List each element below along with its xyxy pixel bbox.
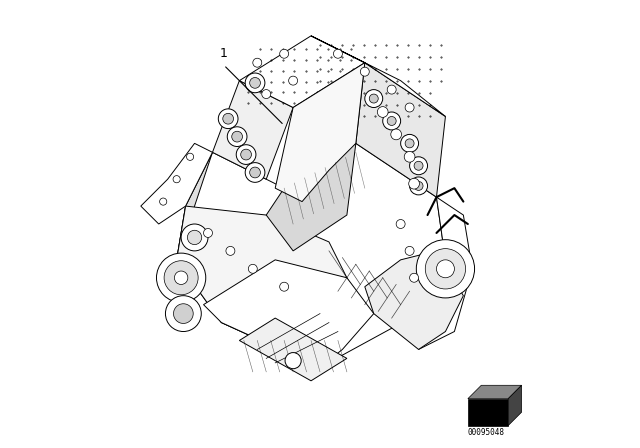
Circle shape [250,167,260,178]
Circle shape [280,49,289,58]
Circle shape [401,134,419,152]
Text: 00095048: 00095048 [467,428,504,437]
Polygon shape [177,206,365,367]
Circle shape [404,151,415,162]
Circle shape [248,264,257,273]
Circle shape [387,85,396,94]
Polygon shape [284,63,365,188]
Circle shape [181,224,208,251]
Text: 1: 1 [220,47,228,60]
Polygon shape [311,36,445,116]
Circle shape [204,228,212,237]
Circle shape [164,261,198,295]
Polygon shape [239,318,347,381]
Circle shape [405,246,414,255]
Circle shape [425,249,466,289]
Circle shape [414,181,423,190]
Circle shape [405,103,414,112]
Circle shape [186,153,194,160]
Circle shape [360,67,369,76]
Polygon shape [356,63,445,197]
Circle shape [226,246,235,255]
Polygon shape [141,143,212,224]
Circle shape [289,76,298,85]
Circle shape [410,177,428,195]
Circle shape [241,149,252,160]
Circle shape [333,49,342,58]
Circle shape [262,90,271,99]
Polygon shape [275,63,365,202]
Polygon shape [212,81,293,179]
Circle shape [253,58,262,67]
Circle shape [417,240,475,298]
Circle shape [218,109,238,129]
Circle shape [436,260,454,278]
Circle shape [409,178,419,189]
Polygon shape [419,197,472,349]
Circle shape [378,107,388,117]
Circle shape [188,230,202,245]
Polygon shape [239,36,365,108]
Circle shape [232,131,243,142]
Circle shape [173,176,180,183]
Circle shape [173,304,193,323]
Circle shape [365,90,383,108]
Polygon shape [177,152,212,260]
Circle shape [236,145,256,164]
Circle shape [159,198,167,205]
Circle shape [405,139,414,148]
Circle shape [391,129,401,140]
Circle shape [245,163,265,182]
Circle shape [414,161,423,170]
Circle shape [157,253,206,302]
Circle shape [410,273,419,282]
Circle shape [396,220,405,228]
Circle shape [245,73,265,93]
Circle shape [174,271,188,284]
Polygon shape [177,143,445,367]
Circle shape [280,282,289,291]
Polygon shape [266,143,356,251]
Circle shape [285,353,301,369]
Circle shape [227,127,247,146]
Circle shape [223,113,234,124]
Polygon shape [204,260,374,367]
Polygon shape [365,251,463,349]
Circle shape [410,157,428,175]
Circle shape [369,94,378,103]
Circle shape [250,78,260,88]
Circle shape [165,296,202,332]
Circle shape [387,116,396,125]
Circle shape [383,112,401,130]
